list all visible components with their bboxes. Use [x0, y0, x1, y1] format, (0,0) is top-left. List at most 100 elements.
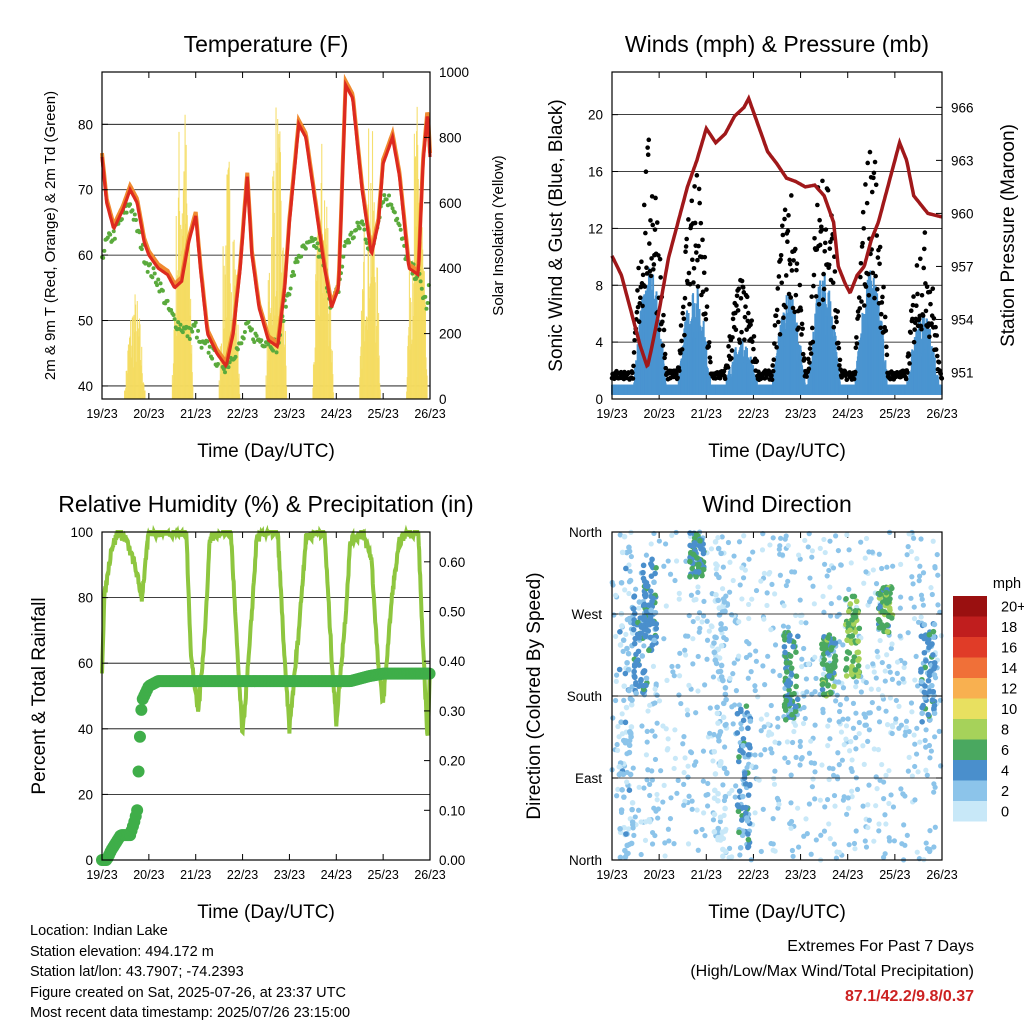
direction-point: [866, 817, 872, 823]
direction-point: [901, 664, 907, 670]
gust-point: [906, 352, 912, 358]
direction-point: [739, 565, 745, 571]
direction-point: [880, 854, 887, 860]
direction-point: [915, 619, 922, 625]
direction-point: [628, 840, 635, 847]
direction-point: [879, 565, 885, 572]
dewpoint-point: [132, 212, 137, 217]
direction-point: [717, 837, 724, 843]
direction-point: [903, 718, 910, 724]
direction-point: [676, 590, 682, 596]
x-tick-label: 21/23: [180, 407, 211, 421]
panel-4: Wind Direction 19/23 20/23 21/23 22/23 23/23 2…: [524, 491, 1024, 923]
direction-point: [862, 555, 868, 561]
gust-point: [910, 302, 916, 308]
gust-point: [663, 365, 669, 371]
dewpoint-point: [233, 354, 238, 359]
direction-point: [788, 772, 794, 778]
gust-point: [769, 373, 774, 378]
direction-point: [813, 675, 819, 682]
direction-point: [661, 782, 667, 788]
gust-point: [631, 363, 636, 369]
dewpoint-point: [176, 320, 181, 325]
y-right-tick-label: 954: [951, 312, 974, 327]
direction-point: [926, 672, 933, 679]
direction-point: [819, 660, 826, 667]
direction-point: [862, 722, 868, 728]
direction-point: [730, 721, 736, 727]
direction-point: [843, 696, 850, 702]
precip-point: [132, 765, 145, 778]
direction-point: [746, 782, 753, 789]
direction-point: [812, 654, 818, 660]
direction-point: [716, 738, 722, 744]
direction-point: [826, 765, 833, 771]
direction-point: [614, 747, 621, 753]
direction-point: [613, 678, 619, 685]
direction-point: [781, 643, 788, 650]
direction-point: [677, 650, 683, 656]
dewpoint-point: [292, 273, 297, 278]
direction-point: [920, 570, 927, 576]
direction-point: [924, 772, 930, 778]
gust-point: [794, 261, 800, 266]
gust-point: [654, 220, 660, 225]
direction-point: [722, 722, 729, 728]
direction-point: [870, 567, 876, 573]
direction-point: [711, 787, 718, 794]
direction-point: [631, 594, 637, 600]
direction-point: [644, 739, 650, 745]
direction-point: [690, 636, 696, 642]
direction-point: [807, 575, 813, 581]
direction-point: [876, 551, 882, 557]
gust-point: [815, 202, 820, 208]
gust-point: [796, 325, 801, 330]
direction-point: [932, 565, 938, 571]
x-tick-label: 23/23: [274, 407, 305, 421]
gust-point: [915, 291, 920, 297]
gust-point: [871, 175, 876, 181]
x-tick-label: 22/23: [738, 407, 769, 421]
direction-point: [649, 556, 655, 563]
direction-point: [788, 800, 794, 806]
dewpoint-point: [171, 312, 176, 317]
y-tick-label: South: [567, 689, 602, 704]
direction-point: [670, 669, 676, 675]
direction-point: [631, 640, 638, 647]
direction-point: [934, 551, 940, 558]
direction-point: [758, 578, 764, 584]
direction-point: [775, 715, 781, 721]
gust-point: [782, 216, 787, 222]
gust-point: [783, 304, 788, 310]
direction-point: [622, 670, 629, 677]
gust-point: [707, 340, 712, 345]
gust-point: [872, 159, 878, 165]
direction-point: [906, 728, 912, 735]
gust-point: [775, 286, 781, 291]
direction-point: [821, 561, 828, 567]
direction-point: [835, 547, 841, 554]
direction-point: [821, 536, 827, 543]
direction-point: [795, 805, 801, 811]
gust-point: [636, 265, 641, 271]
direction-point: [770, 535, 776, 541]
direction-point: [626, 742, 633, 749]
direction-point: [777, 543, 783, 549]
direction-point: [671, 673, 677, 679]
direction-point: [845, 608, 852, 615]
direction-point: [624, 851, 630, 857]
gust-point: [658, 275, 663, 280]
direction-point: [651, 637, 658, 644]
colorbar-label: 6: [1001, 743, 1009, 759]
direction-point: [886, 663, 892, 670]
gust-point: [857, 306, 863, 311]
dewpoint-point: [242, 329, 247, 334]
direction-point: [789, 739, 796, 746]
dewpoint-point: [226, 365, 231, 370]
direction-point: [916, 573, 923, 579]
gust-point: [927, 289, 933, 295]
direction-point: [730, 577, 736, 584]
latlon-text: Station lat/lon: 43.7907; -74.2393: [30, 964, 244, 981]
direction-point: [886, 605, 893, 611]
dewpoint-point: [290, 269, 295, 274]
